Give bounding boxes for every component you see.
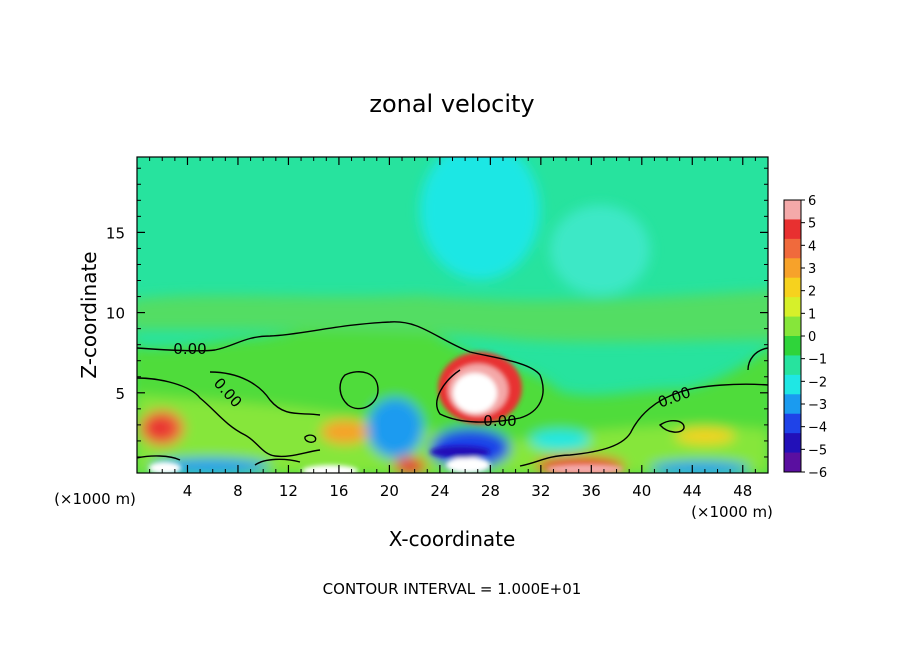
field-lightgreen-low xyxy=(137,395,768,473)
field-cyan-aloft-2 xyxy=(550,205,650,295)
field-core-white xyxy=(453,373,497,413)
plot-area xyxy=(137,157,768,473)
colorbar-swatch xyxy=(784,413,801,434)
field-cyan-low-32 xyxy=(530,430,590,450)
zero-contour-loop-44 xyxy=(658,420,685,433)
colorbar-label: 1 xyxy=(808,307,816,322)
zero-contour-right-top xyxy=(747,347,768,371)
field-pos-surface-21 xyxy=(394,457,426,473)
x-tick-label: 12 xyxy=(279,482,298,500)
colorbar-label: 6 xyxy=(808,194,816,209)
colorbar-label: −1 xyxy=(808,353,827,368)
zero-contour-main xyxy=(137,321,544,423)
x-unit-label-left: (×1000 m) xyxy=(54,490,136,508)
colorbar-label: −3 xyxy=(808,398,827,413)
colorbar-swatch xyxy=(784,258,801,279)
colorbar-label: −2 xyxy=(808,375,827,390)
y-tick-label: 10 xyxy=(106,305,125,323)
colorbar-label: 2 xyxy=(808,285,816,300)
field-neg-20 xyxy=(367,398,423,458)
colorbar-swatch xyxy=(784,355,801,376)
colorbar-label: 3 xyxy=(808,262,816,277)
colorbar-label: 5 xyxy=(808,217,816,232)
y-tick-label: 15 xyxy=(106,224,125,242)
x-tick-label: 40 xyxy=(632,482,651,500)
x-tick-label: 20 xyxy=(380,482,399,500)
x-unit-label-right: (×1000 m) xyxy=(691,503,773,521)
x-tick-label: 28 xyxy=(481,482,500,500)
contour-label: 0.00 xyxy=(173,340,206,358)
chart-title: zonal velocity xyxy=(369,90,534,118)
y-axis: 5 10 15 xyxy=(106,167,768,458)
colorbar-swatch xyxy=(784,200,801,220)
colorbar-swatch xyxy=(784,219,801,240)
field-surface-dark-24 xyxy=(430,446,490,458)
colorbar-swatch xyxy=(784,238,801,259)
x-axis-label: X-coordinate xyxy=(389,527,516,551)
y-axis-label: Z-coordinate xyxy=(77,251,101,378)
zero-contour-left xyxy=(137,377,321,458)
x-axis: 4 8 12 16 20 24 28 32 36 40 44 48 xyxy=(149,157,756,500)
y-tick-label: 5 xyxy=(115,385,125,403)
colorbar-swatch xyxy=(784,374,801,395)
field-surface-white-24 xyxy=(446,457,490,473)
field-pos-16 xyxy=(321,420,369,444)
contour-label: 0.00 xyxy=(483,412,516,430)
colorbar-label: −4 xyxy=(808,421,827,436)
colorbar-swatch xyxy=(784,277,801,298)
colorbar-swatch xyxy=(784,336,801,356)
x-tick-label: 16 xyxy=(329,482,348,500)
zero-contour-right xyxy=(519,383,768,467)
colorbar-swatch xyxy=(784,297,801,317)
zero-contour-mid xyxy=(209,371,321,416)
colorbar-label: 0 xyxy=(808,330,816,345)
field-surface-white-left xyxy=(149,462,181,473)
x-tick-label: 8 xyxy=(233,482,243,500)
colorbar-swatch xyxy=(784,394,801,415)
field-cyan-aloft xyxy=(420,157,540,280)
x-tick-label: 32 xyxy=(531,482,550,500)
colorbar-swatch xyxy=(784,433,801,453)
field-pos-44 xyxy=(675,428,735,444)
field-green-top xyxy=(137,290,768,343)
field-pos-left-core xyxy=(146,417,174,439)
colorbar: 6 5 4 3 2 1 0 −1 −2 −3 −4 −5 −6 xyxy=(783,194,827,481)
colorbar-swatch xyxy=(784,452,801,473)
x-tick-label: 48 xyxy=(733,482,752,500)
colorbar-label: 4 xyxy=(808,239,816,254)
colorbar-label: −6 xyxy=(808,466,827,481)
contour-interval-note: CONTOUR INTERVAL = 1.000E+01 xyxy=(323,580,582,598)
colorbar-swatch xyxy=(784,316,801,337)
zero-contour-loop-14 xyxy=(304,434,317,443)
x-tick-label: 24 xyxy=(430,482,449,500)
field-surface-white-16 xyxy=(302,465,358,473)
field-neg-surface-right xyxy=(650,461,750,473)
x-tick-label: 44 xyxy=(683,482,702,500)
x-tick-label: 36 xyxy=(582,482,601,500)
colorbar-label: −5 xyxy=(808,443,827,458)
x-tick-label: 4 xyxy=(183,482,193,500)
zero-contour-loop-20 xyxy=(339,371,379,410)
